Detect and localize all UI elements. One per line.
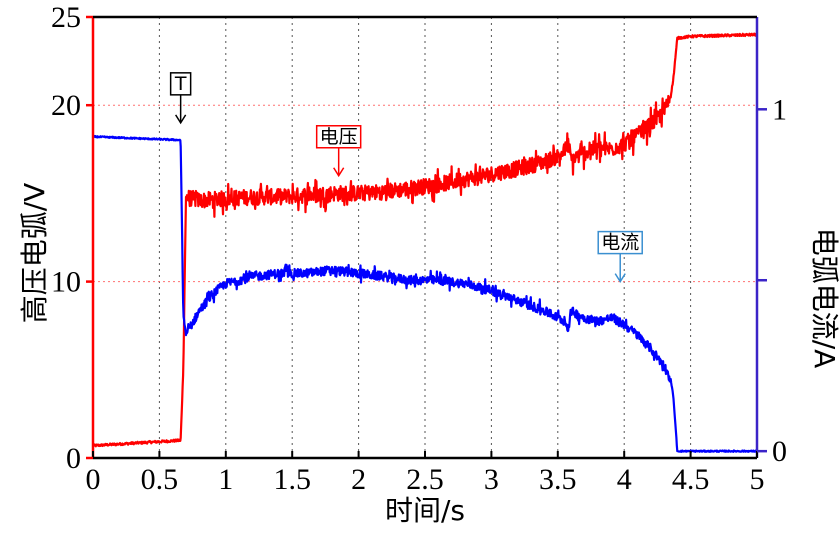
x-axis-title: 时间/s bbox=[385, 494, 465, 527]
y-left-tick-label-1: 10 bbox=[51, 266, 81, 299]
y-left-tick-label-0: 0 bbox=[66, 442, 81, 475]
x-tick-label-0: 0 bbox=[86, 463, 101, 496]
annotation-arrowhead-2 bbox=[614, 273, 626, 284]
y-right-tick-label-1: 1 bbox=[772, 93, 787, 126]
series-line-voltage bbox=[92, 32, 758, 448]
y-left-tick-label-3: 25 bbox=[51, 1, 81, 34]
x-tick-label-4: 2 bbox=[351, 463, 366, 496]
annotation-1: 电压 bbox=[315, 125, 362, 178]
y-left-tick-label-2: 20 bbox=[51, 89, 81, 122]
x-tick-label-3: 1.5 bbox=[273, 463, 311, 496]
annotation-0: T bbox=[169, 72, 192, 125]
x-tick-label-10: 5 bbox=[750, 463, 765, 496]
series-line-current bbox=[92, 135, 758, 453]
annotation-label-1: 电压 bbox=[320, 126, 358, 148]
x-tick-label-8: 4 bbox=[617, 463, 632, 496]
annotation-label-2: 电流 bbox=[601, 232, 639, 254]
x-tick-label-6: 3 bbox=[484, 463, 499, 496]
y-axis-right-title: 电弧电流/A bbox=[808, 228, 839, 369]
annotation-2: 电流 bbox=[597, 230, 643, 284]
x-tick-label-1: 0.5 bbox=[141, 463, 179, 496]
x-tick-label-2: 1 bbox=[218, 463, 233, 496]
x-tick-label-9: 4.5 bbox=[672, 463, 710, 496]
annotation-label-0: T bbox=[174, 73, 187, 95]
x-tick-label-7: 3.5 bbox=[539, 463, 577, 496]
series-layer bbox=[92, 32, 758, 453]
y-right-tick-label-0: 0 bbox=[772, 435, 787, 468]
x-tick-label-5: 2.5 bbox=[406, 463, 444, 496]
y-axis-left-title: 高压电弧/V bbox=[18, 183, 51, 324]
annotation-arrowhead-0 bbox=[175, 114, 187, 125]
annotation-arrowhead-1 bbox=[333, 167, 345, 178]
grid-layer bbox=[93, 17, 757, 458]
